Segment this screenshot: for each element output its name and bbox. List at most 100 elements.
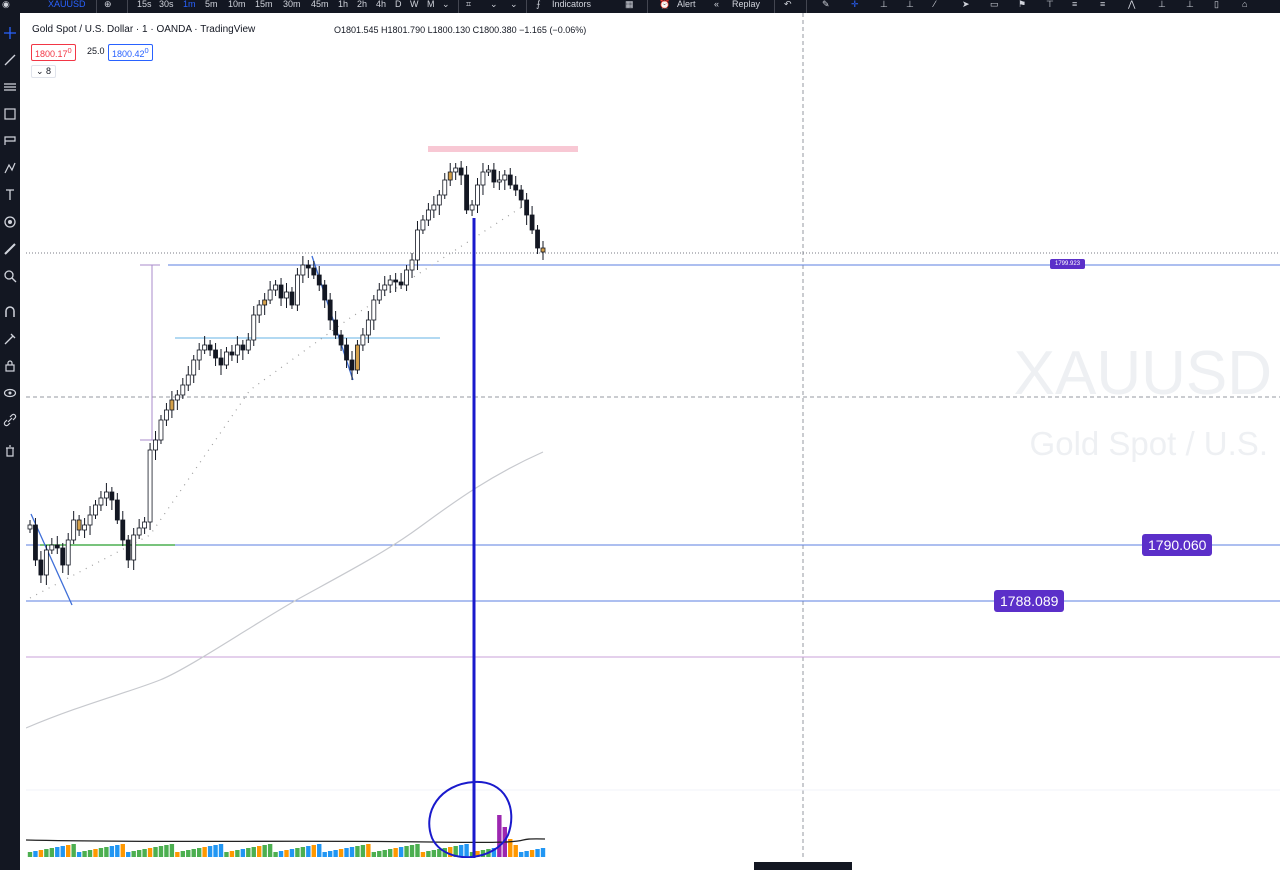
chart-legend-title[interactable]: Gold Spot / U.S. Dollar · 1 · OANDA · Tr… <box>32 24 256 35</box>
volume-bar <box>240 849 246 857</box>
candle-body <box>355 344 360 371</box>
volume-bar <box>131 851 136 857</box>
candle-body <box>295 274 300 306</box>
rectangle-icon[interactable]: ▯ <box>1214 0 1219 9</box>
timeframe-dropdown-icon[interactable]: ⌄ <box>442 0 450 9</box>
supply-zone-rect[interactable] <box>428 146 578 152</box>
indicators-icon[interactable]: ⨍ <box>536 0 541 9</box>
eye-tool-icon[interactable] <box>3 215 17 229</box>
pin-icon[interactable]: ⊤ <box>1046 0 1054 9</box>
pattern-tool-icon[interactable] <box>3 134 17 148</box>
layout-grid-icon[interactable]: ▦ <box>625 0 634 9</box>
alert-button[interactable]: Alert <box>677 0 696 9</box>
replay-button[interactable]: Replay <box>732 0 761 9</box>
timeframe-1h[interactable]: 1h <box>338 0 349 9</box>
timeframe-2h[interactable]: 2h <box>357 0 368 9</box>
volume-bar <box>508 839 513 857</box>
lock-tool-icon[interactable] <box>3 359 17 373</box>
timeframe-5m[interactable]: 5m <box>205 0 218 9</box>
chart-type-dropdown-icon[interactable]: ⌄ <box>490 0 498 9</box>
zoom-tool-icon[interactable] <box>3 269 17 283</box>
replay-icon[interactable]: « <box>714 0 720 9</box>
volume-moving-average <box>26 838 546 844</box>
horizontal-ray-icon[interactable]: ⊥ <box>906 0 914 9</box>
volume-bar <box>235 850 240 857</box>
chart-type-icon[interactable]: ⌗ <box>466 0 472 9</box>
level-label-mid[interactable]: 1790.060 <box>1142 534 1213 556</box>
timeframe-30m[interactable]: 30m <box>283 0 301 9</box>
volume-bar <box>120 844 125 857</box>
magnet-tool-icon[interactable] <box>3 305 17 319</box>
volume-bar <box>76 852 82 857</box>
fib-tool-icon[interactable] <box>3 107 17 121</box>
timeframe-10m[interactable]: 10m <box>228 0 246 9</box>
buy-button[interactable]: 1800.420 <box>108 44 153 61</box>
timeframe-30s[interactable]: 30s <box>159 0 174 9</box>
symbol-logo-icon[interactable]: ◉ <box>2 0 10 9</box>
measure-icon[interactable]: ⊥ <box>1186 0 1194 9</box>
level-label-low[interactable]: 1788.089 <box>994 590 1065 612</box>
candle-body <box>436 194 442 206</box>
crosshair-icon[interactable]: ✛ <box>851 0 859 9</box>
timeframe-1m[interactable]: 1m <box>183 0 196 9</box>
trend-line-tool-icon[interactable] <box>3 53 17 67</box>
cursor-arrow-icon[interactable]: ➤ <box>962 0 970 9</box>
volume-bar <box>115 845 120 857</box>
volume-bar <box>431 850 437 857</box>
timeframe-15m[interactable]: 15m <box>255 0 273 9</box>
volume-bar <box>55 847 60 857</box>
timeframe-m[interactable]: M <box>427 0 435 9</box>
candle-body <box>114 499 120 521</box>
volume-bar <box>540 848 546 857</box>
compare-add-icon[interactable]: ⊕ <box>104 0 112 9</box>
brush-icon[interactable]: ✎ <box>822 0 830 9</box>
callout-icon[interactable]: ▭ <box>990 0 999 9</box>
candle-body <box>273 284 278 291</box>
candle-body <box>120 519 126 541</box>
timeframe-w[interactable]: W <box>410 0 419 9</box>
indicators-button[interactable]: Indicators <box>552 0 592 9</box>
trend-line-icon[interactable]: ⁄ <box>934 0 936 9</box>
alert-icon[interactable]: ⏰ <box>659 0 671 9</box>
symbol-search[interactable]: XAUUSD <box>48 0 86 9</box>
fib-icon[interactable]: ≡ <box>1072 0 1078 9</box>
volume-bar <box>513 845 518 857</box>
sell-button[interactable]: 1800.170 <box>31 44 76 61</box>
candle-body <box>376 289 382 301</box>
trash-tool-icon[interactable] <box>3 444 17 458</box>
candle-body <box>262 299 268 306</box>
price-chart[interactable] <box>26 13 1280 858</box>
timeframe-4h[interactable]: 4h <box>376 0 387 9</box>
candle-body <box>458 167 464 176</box>
pattern-icon[interactable]: ⋀ <box>1128 0 1136 9</box>
horizontal-lines-tool-icon[interactable] <box>3 80 17 94</box>
timeframe-d[interactable]: D <box>395 0 402 9</box>
candle-body <box>60 547 66 566</box>
crosshair-tool-icon[interactable] <box>3 26 17 40</box>
ruler-tool-icon[interactable] <box>3 242 17 256</box>
text-icon[interactable]: ⊥ <box>1158 0 1166 9</box>
chart-type-dropdown-icon-2[interactable]: ⌄ <box>510 0 518 9</box>
candle-body <box>529 214 535 231</box>
parallel-channel-icon[interactable]: ≡ <box>1100 0 1106 9</box>
annotation-circle[interactable] <box>428 780 513 858</box>
timeframe-15s[interactable]: 15s <box>137 0 152 9</box>
hide-tool-icon[interactable] <box>3 386 17 400</box>
timeframe-45m[interactable]: 45m <box>311 0 329 9</box>
stay-drawing-tool-icon[interactable] <box>3 332 17 346</box>
prediction-tool-icon[interactable] <box>3 161 17 175</box>
undo-icon[interactable]: ↶ <box>784 0 792 9</box>
flag-icon[interactable]: ⚑ <box>1018 0 1027 9</box>
level-label-upper[interactable]: 1799.923 <box>1050 259 1086 269</box>
link-tool-icon[interactable] <box>3 413 17 427</box>
indicators-collapse-toggle[interactable]: ⌄ 8 <box>31 65 57 78</box>
candle-body <box>316 274 322 286</box>
candle-body <box>480 171 486 186</box>
volume-bar <box>295 848 300 857</box>
candle-body <box>322 284 328 301</box>
candlesticks <box>27 161 546 585</box>
text-tool-icon[interactable] <box>3 188 17 202</box>
trash-icon[interactable]: ⌂ <box>1242 0 1248 9</box>
vertical-line-icon[interactable]: ⊥ <box>880 0 888 9</box>
volume-bar <box>175 852 180 857</box>
